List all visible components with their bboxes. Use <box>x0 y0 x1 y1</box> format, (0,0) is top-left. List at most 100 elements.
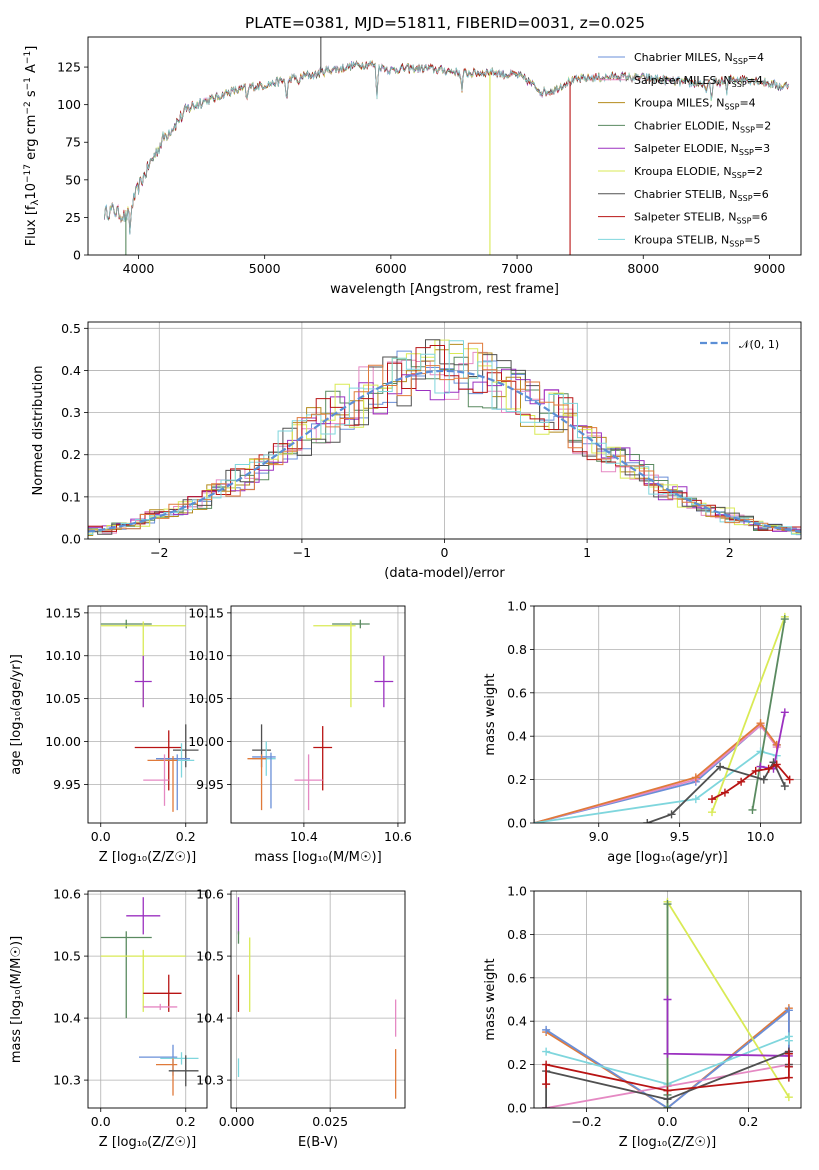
x-tick-label: 0.025 <box>312 1114 348 1129</box>
legend-nssp-eq: = <box>747 165 756 178</box>
y-tick-label: 0.2 <box>61 447 81 462</box>
x-tick-label: 0.2 <box>738 1114 758 1129</box>
legend-nssp-sub: SSP <box>739 148 754 157</box>
x-axis-label: mass [log₁₀(M/M☉)] <box>254 850 381 865</box>
errorbar-point <box>143 974 182 1012</box>
x-tick-label: 6000 <box>375 261 407 276</box>
y-axis-label-part: ] <box>24 46 39 51</box>
x-axis-label: (data-model)/error <box>384 566 505 581</box>
weight-marker <box>708 795 716 804</box>
age-vs-Z-frame <box>87 605 208 824</box>
y-tick-label: 10.05 <box>45 691 81 706</box>
legend-nssp-value: 4 <box>756 74 763 87</box>
x-tick-label: 9.5 <box>670 829 690 844</box>
legend-nssp-prefix: , N <box>718 51 733 64</box>
y-tick-label: 0.4 <box>507 729 527 744</box>
y-tick-label: 50 <box>65 172 81 187</box>
errorbar-series-age-vs-mass <box>247 619 394 811</box>
age-vs-mass-frame <box>230 605 406 824</box>
y-axis-label-part: 10 <box>24 183 39 200</box>
weight-marker <box>748 805 757 814</box>
x-axis-label: age [log₁₀(age/yr)] <box>607 850 728 865</box>
legend-label: Kroupa MILES, NSSP=4 <box>634 97 756 112</box>
y-tick-label: 100 <box>57 97 81 112</box>
weight-marker <box>542 1080 551 1089</box>
plot-layer: 4000 5000 6000 7000 8000 90000255075100125wav… <box>9 36 802 1150</box>
legend-nssp-value: 4 <box>757 51 764 64</box>
weight-marker <box>663 995 672 1004</box>
errorbar-point <box>147 756 178 812</box>
y-tick-label: 10.6 <box>196 887 224 902</box>
weight-marker <box>542 1025 551 1034</box>
y-tick-label: 0 <box>73 248 81 263</box>
y-tick-label: 0.2 <box>507 772 527 787</box>
y-tick-label: 0.2 <box>507 1057 527 1072</box>
legend-label: Chabrier MILES, NSSP=4 <box>634 51 764 66</box>
y-tick-label: 10.00 <box>45 734 81 749</box>
weight-marker <box>663 900 672 909</box>
x-tick-label: 10.6 <box>384 829 412 844</box>
legend-nssp-prefix: , N <box>716 74 731 87</box>
figure-title: PLATE=0381, MJD=51811, FIBERID=0031, z=0… <box>245 14 645 32</box>
legend-series-name: Salpeter STELIB <box>634 211 721 224</box>
x-axis-label: Z [log₁₀(Z/Z☉)] <box>99 850 196 865</box>
errorbar-point <box>100 949 186 1012</box>
x-tick-label: −0.2 <box>571 1114 601 1129</box>
y-tick-label: 10.15 <box>188 605 224 620</box>
legend-nssp-sub: SSP <box>724 103 739 112</box>
x-tick-label: 2 <box>726 545 734 560</box>
x-axis-label: wavelength [Angstrom, rest frame] <box>330 282 559 297</box>
x-tick-label: 5000 <box>249 261 281 276</box>
y-axis-label: age [log₁₀(age/yr)] <box>9 654 24 775</box>
legend-nssp-prefix: , N <box>724 142 739 155</box>
x-tick-label: 0.0 <box>658 1114 678 1129</box>
y-axis-label-part: λ <box>30 199 41 205</box>
spectrum-frame <box>87 36 802 256</box>
weight-marker <box>667 810 676 819</box>
legend-series-name: Kroupa STELIB <box>634 233 714 246</box>
legend-label: Salpeter MILES, NSSP=4 <box>634 74 763 89</box>
y-tick-label: 10.05 <box>188 691 224 706</box>
y-axis-label-part: −1 <box>23 77 33 90</box>
y-axis-label: mass [log₁₀(M/M☉)] <box>9 936 24 1063</box>
y-axis-label-part: Flux [f <box>24 205 39 246</box>
errorbar-point <box>100 619 152 629</box>
residuals-frame <box>87 321 802 540</box>
legend-nssp-sub: SSP <box>732 80 747 89</box>
x-tick-label: 8000 <box>627 261 659 276</box>
legend-nssp-eq: = <box>751 211 760 224</box>
axes-age-vs-Z: 0.0 0.2 9.95 10.00 10.05 10.10 10.15 Z [log₁₀(Z… <box>9 605 207 865</box>
weight-vs-age-frame <box>533 605 802 824</box>
legend-nssp-eq: = <box>739 97 748 110</box>
y-tick-label: 9.95 <box>196 777 224 792</box>
weight-marker <box>737 777 746 786</box>
legend-label: Salpeter ELODIE, NSSP=3 <box>634 142 770 157</box>
weight-line <box>711 616 786 813</box>
y-tick-label: 1.0 <box>507 599 527 614</box>
weight-marker <box>643 819 652 823</box>
y-axis-label-part: −17 <box>23 164 33 183</box>
legend-nssp-sub: SSP <box>732 171 747 180</box>
y-tick-label: 1.0 <box>507 884 527 899</box>
legend-nssp-sub: SSP <box>740 125 755 134</box>
y-tick-label: 10.10 <box>188 648 224 663</box>
weight-marker <box>663 1049 672 1058</box>
x-tick-label: 9.0 <box>589 829 609 844</box>
errorbar-point <box>374 655 394 708</box>
y-tick-label: 10.4 <box>196 1011 224 1026</box>
weight-marker <box>784 1093 793 1102</box>
legend-series-name: Chabrier ELODIE <box>634 119 725 132</box>
axes-weight-vs-Z: −0.2 0.0 0.2 0.0 0.2 0.4 0.6 0.8 1.0 Z [log₁₀(Z/Z… <box>483 884 801 1150</box>
legend-nssp-prefix: , N <box>722 188 737 201</box>
legend-nssp-eq: = <box>754 142 763 155</box>
legend-nssp-eq: = <box>748 51 757 64</box>
weight-line <box>751 618 786 811</box>
legend-nssp-prefix: , N <box>721 211 736 224</box>
y-tick-label: 10.3 <box>53 1073 81 1088</box>
y-tick-label: 10.10 <box>45 648 81 663</box>
x-tick-label: 0.000 <box>219 1114 255 1129</box>
y-tick-label: 0.5 <box>61 321 81 336</box>
weight-marker <box>708 808 716 817</box>
axes-mass-vs-ebv: 0.000 0.025 10.3 10.4 10.5 10.6 E(B-V) <box>196 887 405 1150</box>
legend-series-name: Kroupa ELODIE <box>634 165 716 178</box>
